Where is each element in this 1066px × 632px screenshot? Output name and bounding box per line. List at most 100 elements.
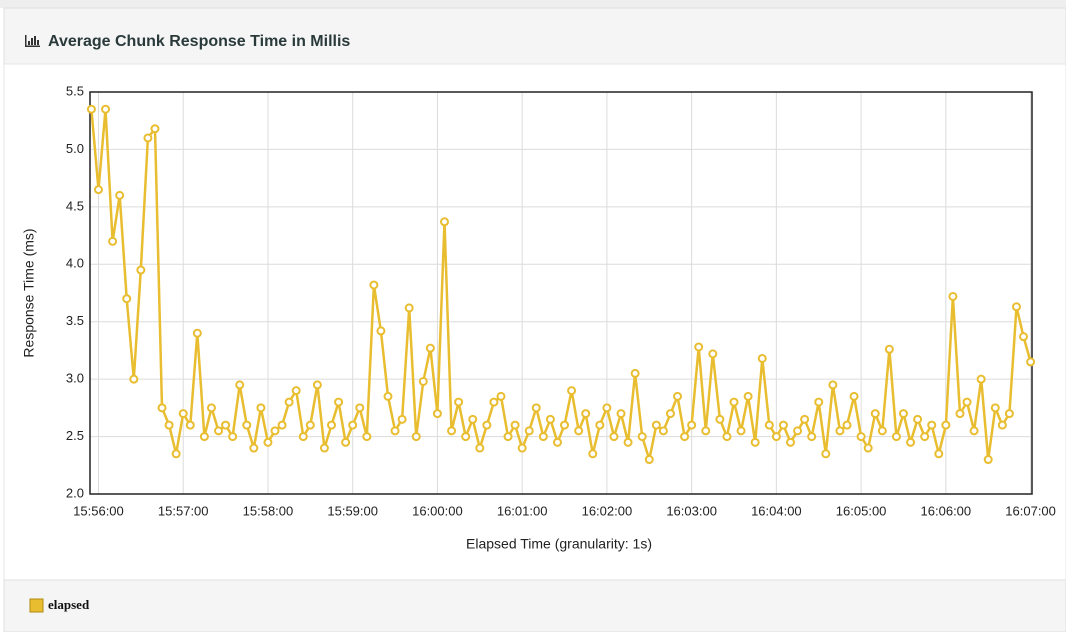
point xyxy=(623,437,633,447)
point xyxy=(284,397,294,407)
point xyxy=(228,432,238,442)
point xyxy=(447,426,457,436)
point xyxy=(108,236,118,246)
point xyxy=(701,426,711,436)
point xyxy=(842,420,852,430)
y-tick-label: 2.0 xyxy=(66,485,84,500)
y-tick-label: 3.0 xyxy=(66,371,84,386)
y-tick-label: 4.0 xyxy=(66,256,84,271)
point xyxy=(785,437,795,447)
point xyxy=(581,409,591,419)
x-tick-label: 16:02:00 xyxy=(582,503,633,518)
point xyxy=(927,420,937,430)
y-tick-label: 4.5 xyxy=(66,198,84,213)
point xyxy=(898,409,908,419)
point xyxy=(503,432,513,442)
point xyxy=(828,380,838,390)
point xyxy=(206,403,216,413)
point xyxy=(157,403,167,413)
point xyxy=(906,437,916,447)
y-tick-label: 5.0 xyxy=(66,141,84,156)
point xyxy=(101,104,111,114)
point xyxy=(870,409,880,419)
point xyxy=(990,403,1000,413)
point xyxy=(517,443,527,453)
point xyxy=(439,217,449,227)
point xyxy=(461,432,471,442)
point xyxy=(757,353,767,363)
x-tick-label: 16:06:00 xyxy=(921,503,972,518)
x-tick-label: 16:07:00 xyxy=(1005,503,1056,518)
point xyxy=(122,294,132,304)
point xyxy=(319,443,329,453)
point xyxy=(1026,357,1036,367)
point xyxy=(277,420,287,430)
legend-swatch xyxy=(29,598,44,613)
x-axis-label: Elapsed Time (granularity: 1s) xyxy=(466,536,652,552)
point xyxy=(630,368,640,378)
point xyxy=(976,374,986,384)
point xyxy=(496,391,506,401)
point xyxy=(178,409,188,419)
point xyxy=(454,397,464,407)
point xyxy=(560,420,570,430)
point xyxy=(913,414,923,424)
point xyxy=(729,397,739,407)
point xyxy=(256,403,266,413)
y-tick-label: 3.5 xyxy=(66,313,84,328)
point xyxy=(425,343,435,353)
point xyxy=(997,420,1007,430)
point xyxy=(545,414,555,424)
point xyxy=(418,376,428,386)
point xyxy=(334,397,344,407)
point xyxy=(849,391,859,401)
point xyxy=(983,455,993,465)
x-tick-label: 16:05:00 xyxy=(836,503,887,518)
point xyxy=(199,432,209,442)
point xyxy=(362,432,372,442)
point xyxy=(764,420,774,430)
point xyxy=(962,397,972,407)
point xyxy=(955,409,965,419)
point xyxy=(948,291,958,301)
point xyxy=(531,403,541,413)
point xyxy=(235,380,245,390)
point xyxy=(369,280,379,290)
point xyxy=(404,303,414,313)
point xyxy=(941,420,951,430)
point xyxy=(482,420,492,430)
point xyxy=(242,420,252,430)
point xyxy=(588,449,598,459)
point xyxy=(863,443,873,453)
point xyxy=(221,420,231,430)
point xyxy=(567,386,577,396)
point xyxy=(821,449,831,459)
y-tick-label: 2.5 xyxy=(66,428,84,443)
point xyxy=(877,426,887,436)
point xyxy=(510,420,520,430)
chart-title: Average Chunk Response Time in Millis xyxy=(48,33,350,50)
point xyxy=(524,426,534,436)
point xyxy=(680,432,690,442)
point xyxy=(722,432,732,442)
point xyxy=(348,420,358,430)
point xyxy=(355,403,365,413)
x-tick-label: 15:59:00 xyxy=(327,503,378,518)
point xyxy=(312,380,322,390)
panel-footer xyxy=(3,579,1066,632)
point xyxy=(129,374,139,384)
point xyxy=(609,432,619,442)
point xyxy=(552,437,562,447)
point xyxy=(143,133,153,143)
point xyxy=(800,414,810,424)
point xyxy=(651,420,661,430)
point xyxy=(835,426,845,436)
point xyxy=(934,449,944,459)
x-tick-label: 16:03:00 xyxy=(666,503,717,518)
point xyxy=(687,420,697,430)
legend-label: elapsed xyxy=(48,597,90,612)
point xyxy=(778,420,788,430)
x-tick-label: 15:56:00 xyxy=(73,503,124,518)
point xyxy=(891,432,901,442)
